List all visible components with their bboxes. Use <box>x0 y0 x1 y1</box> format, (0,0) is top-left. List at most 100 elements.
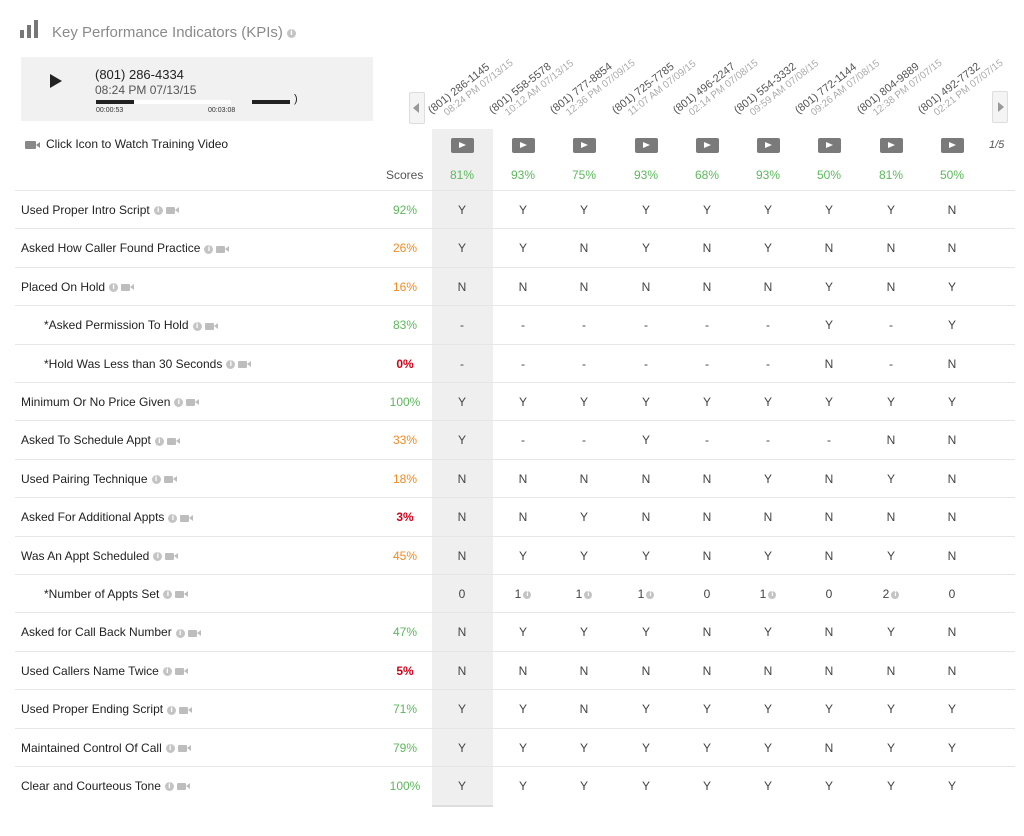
kpi-cell: Y <box>687 203 727 217</box>
info-icon[interactable]: i <box>226 359 236 369</box>
video-camera-icon[interactable] <box>180 514 194 522</box>
info-icon[interactable]: i <box>109 283 119 293</box>
info-icon[interactable]: i <box>163 590 173 600</box>
kpi-cell-value: Y <box>641 433 650 448</box>
kpi-cell-value: Y <box>763 625 772 640</box>
info-icon[interactable]: i <box>168 513 178 523</box>
info-icon[interactable]: i <box>151 475 161 485</box>
info-icon[interactable]: i <box>286 28 296 38</box>
kpi-cell: N <box>809 241 849 255</box>
play-video-icon[interactable] <box>818 138 841 153</box>
kpi-label: Used Proper Ending Script i <box>21 702 193 716</box>
kpi-cell-value: N <box>947 625 957 640</box>
info-icon[interactable]: i <box>162 667 172 677</box>
kpi-cell: Y <box>442 433 482 447</box>
play-video-icon[interactable] <box>451 138 474 153</box>
kpi-cell: N <box>687 664 727 678</box>
info-icon[interactable]: i <box>175 628 185 638</box>
kpi-cell-value: Y <box>518 395 527 409</box>
kpi-cell: N <box>442 280 482 294</box>
kpi-cell-value: Y <box>457 241 466 256</box>
info-icon[interactable]: i <box>174 398 184 408</box>
info-icon[interactable]: i <box>768 590 777 599</box>
kpi-cell-value: Y <box>641 548 650 563</box>
play-video-icon[interactable] <box>880 138 903 153</box>
kpi-cell-value: Y <box>947 779 956 793</box>
info-icon[interactable]: i <box>192 321 202 331</box>
kpi-cell-value: Y <box>518 625 527 640</box>
info-icon[interactable]: i <box>164 782 174 792</box>
play-video-icon[interactable] <box>635 138 658 153</box>
info-icon[interactable]: i <box>167 705 177 715</box>
kpi-cell: Y <box>809 395 849 409</box>
info-icon[interactable]: i <box>584 590 593 599</box>
kpi-cell: Y <box>442 203 482 217</box>
kpi-cell: Y <box>442 395 482 409</box>
kpi-score: 83% <box>392 318 418 333</box>
video-camera-icon[interactable] <box>177 744 191 752</box>
kpi-label-text: Asked For Additional Appts <box>21 510 165 525</box>
kpi-cell: - <box>564 357 604 371</box>
play-video-icon[interactable] <box>573 138 596 153</box>
volume-slider[interactable] <box>252 100 290 104</box>
kpi-score: 45% <box>392 548 418 563</box>
video-camera-icon[interactable] <box>238 360 252 368</box>
kpi-cell-value: N <box>579 702 589 717</box>
video-camera-icon[interactable] <box>166 437 180 445</box>
kpi-cell: Y <box>626 395 666 409</box>
info-icon[interactable]: i <box>153 551 163 561</box>
kpi-cell: N <box>932 433 972 447</box>
kpi-row: Was An Appt Scheduled i 45% N Y Y Y N Y N Y N <box>15 535 1015 575</box>
play-video-icon[interactable] <box>941 138 964 153</box>
progress-track[interactable] <box>96 100 231 104</box>
info-icon[interactable]: i <box>523 590 532 599</box>
page-indicator: 1/5 <box>989 139 1005 151</box>
play-video-icon[interactable] <box>512 138 535 153</box>
video-camera-icon[interactable] <box>187 629 201 637</box>
video-camera-icon[interactable] <box>121 284 135 292</box>
video-camera-icon[interactable] <box>165 207 179 215</box>
info-icon[interactable]: i <box>204 244 214 254</box>
page-title: Key Performance Indicators (KPIs) i <box>52 24 296 41</box>
kpi-cell-value: N <box>947 203 957 217</box>
video-camera-icon[interactable] <box>163 476 177 484</box>
play-video-icon[interactable] <box>757 138 780 153</box>
info-icon[interactable]: i <box>153 206 163 216</box>
video-camera-icon[interactable] <box>176 783 190 791</box>
video-camera-icon[interactable] <box>186 399 200 407</box>
volume-icon[interactable]: ) <box>294 93 298 105</box>
kpi-cell: - <box>503 433 543 447</box>
kpi-cell: Y <box>687 395 727 409</box>
video-caption: Click Icon to Watch Training Video <box>25 137 228 151</box>
kpi-cell-value: Y <box>457 203 466 217</box>
prev-calls-button[interactable] <box>409 92 425 124</box>
kpi-cell: Y <box>503 549 543 563</box>
video-camera-icon[interactable] <box>204 322 218 330</box>
info-icon[interactable]: i <box>165 743 175 753</box>
video-camera-icon[interactable] <box>165 552 179 560</box>
play-video-icon[interactable] <box>696 138 719 153</box>
video-camera-icon[interactable] <box>175 591 189 599</box>
kpi-cell: N <box>809 664 849 678</box>
play-icon[interactable] <box>50 74 62 88</box>
info-icon[interactable]: i <box>646 590 655 599</box>
kpi-cell-value: N <box>457 625 467 640</box>
video-camera-icon[interactable] <box>174 668 188 676</box>
info-icon[interactable]: i <box>154 436 164 446</box>
video-camera-icon[interactable] <box>179 706 193 714</box>
kpi-cell-value: Y <box>763 471 772 486</box>
kpi-cell: Y <box>748 779 788 793</box>
next-calls-button[interactable] <box>992 91 1008 123</box>
call-score: 81% <box>878 168 904 182</box>
kpi-cell: Y <box>748 549 788 563</box>
kpi-cell: Y <box>871 549 911 563</box>
kpi-cell: N <box>626 280 666 294</box>
video-camera-icon[interactable] <box>216 245 230 253</box>
kpi-label: *Hold Was Less than 30 Seconds i <box>44 357 252 371</box>
kpi-cell: Y <box>932 395 972 409</box>
info-icon[interactable]: i <box>891 590 900 599</box>
kpi-cell: N <box>564 241 604 255</box>
kpi-cell: N <box>503 510 543 524</box>
kpi-score: 71% <box>392 702 418 717</box>
